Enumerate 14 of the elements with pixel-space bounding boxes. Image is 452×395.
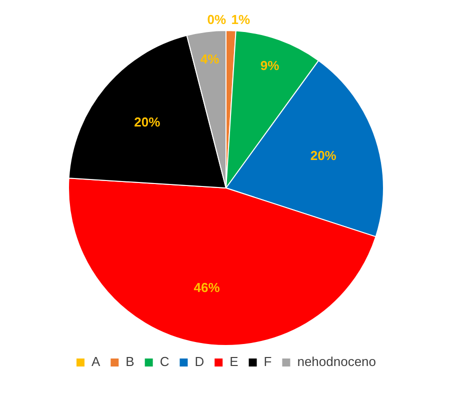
legend-label: D	[194, 354, 204, 370]
data-label: 1%	[231, 12, 250, 28]
data-label: 20%	[310, 148, 337, 163]
legend-label: nehodnoceno	[297, 354, 376, 370]
data-label: 46%	[194, 280, 220, 296]
legend-label: E	[230, 354, 239, 370]
legend-label: F	[264, 354, 272, 370]
text: 0%	[207, 12, 226, 28]
legend-label: C	[160, 354, 170, 370]
data-label: 4%	[200, 51, 220, 66]
legend-label: B	[126, 354, 134, 370]
data-label: 20%	[134, 114, 161, 130]
data-label: 9%	[260, 58, 280, 74]
legend-label: A	[91, 354, 100, 370]
